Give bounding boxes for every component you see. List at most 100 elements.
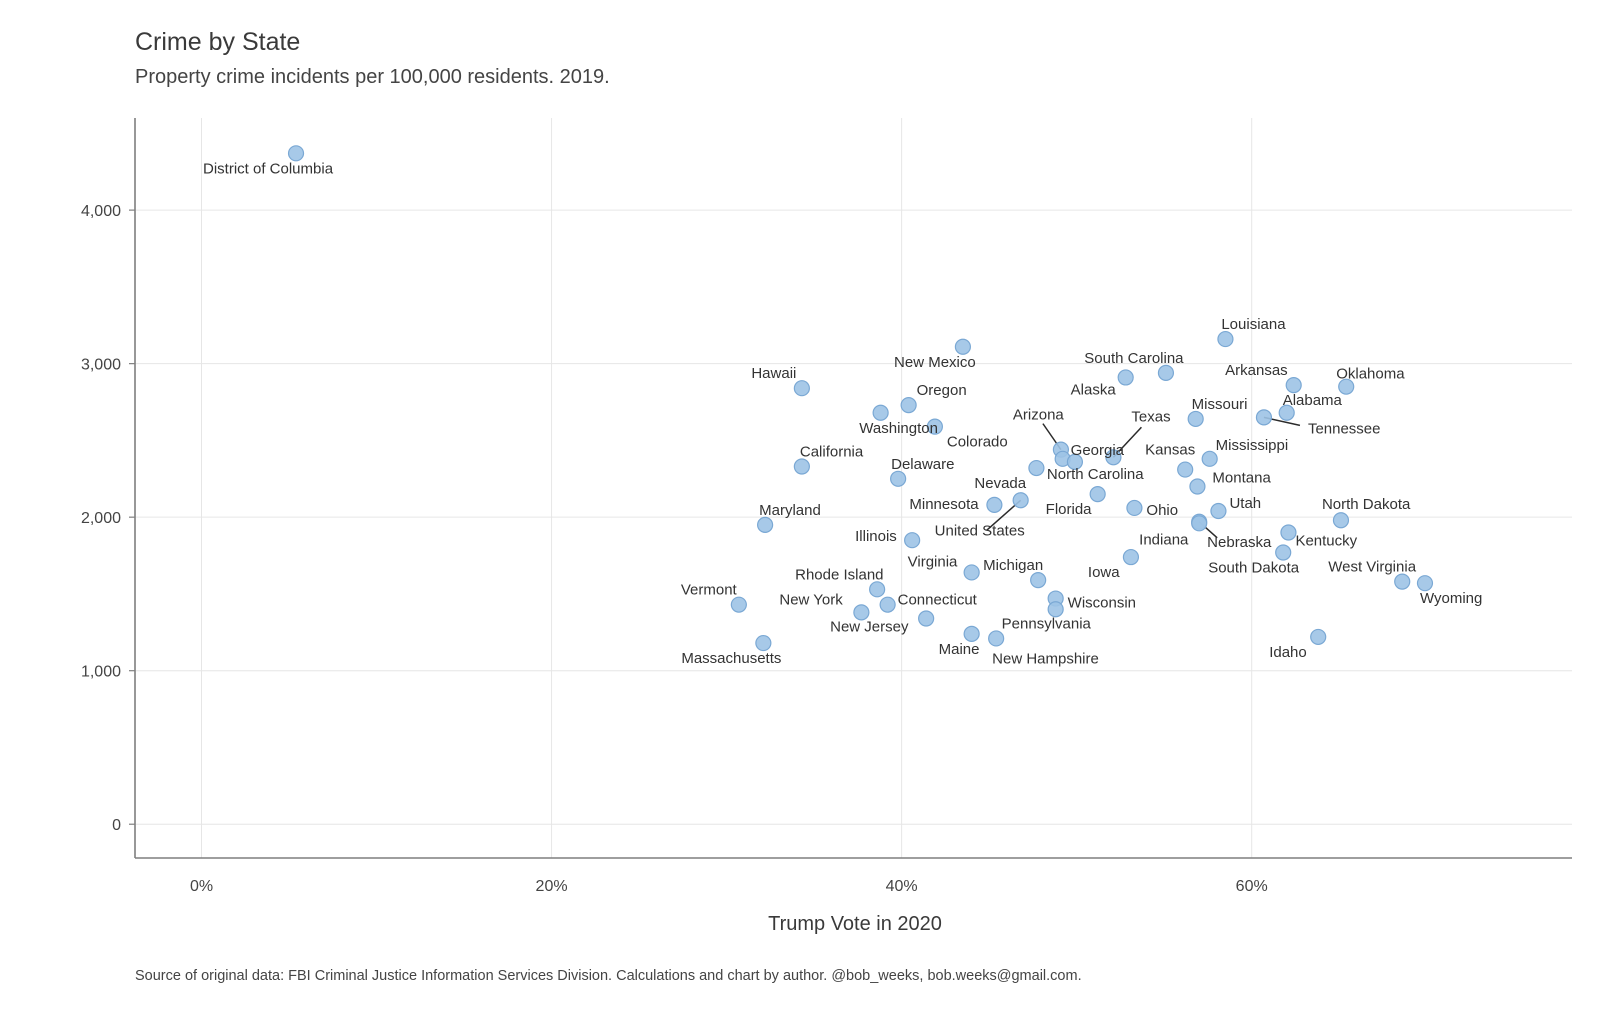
data-points xyxy=(287,145,1434,652)
point-label: North Dakota xyxy=(1322,496,1411,513)
data-point xyxy=(872,404,889,421)
point-label: Texas xyxy=(1131,408,1170,425)
point-label: District of Columbia xyxy=(203,160,334,177)
point-label: Louisiana xyxy=(1221,316,1286,333)
point-label: Missouri xyxy=(1192,396,1248,413)
data-point xyxy=(1217,330,1234,348)
point-label: California xyxy=(800,444,864,461)
data-point xyxy=(986,496,1003,513)
data-point xyxy=(1189,478,1206,495)
point-label: Wisconsin xyxy=(1068,595,1136,612)
data-point xyxy=(1275,544,1292,561)
point-label: Arizona xyxy=(1013,407,1065,424)
point-label: Montana xyxy=(1212,469,1271,486)
point-labels: District of Columbia Louisiana New Mexico S… xyxy=(203,160,1482,667)
point-label: Delaware xyxy=(891,456,954,473)
data-point xyxy=(1201,450,1218,467)
x-axis-title: Trump Vote in 2020 xyxy=(768,913,942,935)
point-label: Washington xyxy=(859,420,938,437)
grid-lines xyxy=(135,118,1572,858)
point-label: South Dakota xyxy=(1208,559,1300,576)
y-tick-label: 2,000 xyxy=(81,510,121,527)
data-point xyxy=(287,145,305,162)
data-point xyxy=(1066,453,1084,471)
point-label: Alaska xyxy=(1071,381,1117,398)
point-label: Wyoming xyxy=(1420,590,1482,607)
point-label: Connecticut xyxy=(898,592,978,609)
data-point xyxy=(900,396,917,414)
point-label: Hawaii xyxy=(751,365,796,382)
data-point xyxy=(988,630,1005,647)
chart-subtitle: Property crime incidents per 100,000 res… xyxy=(135,66,610,88)
point-label: Tennessee xyxy=(1308,420,1381,437)
point-label: Massachusetts xyxy=(681,650,781,667)
point-label: Maryland xyxy=(759,502,821,519)
axes xyxy=(134,118,1572,859)
data-point xyxy=(1285,377,1302,394)
point-label: North Carolina xyxy=(1047,466,1144,483)
data-point xyxy=(963,625,980,642)
data-point xyxy=(853,604,870,621)
data-point xyxy=(730,596,747,613)
data-point xyxy=(1210,502,1227,520)
point-label: Arkansas xyxy=(1225,362,1288,379)
data-point xyxy=(1105,449,1122,466)
point-label: Kentucky xyxy=(1295,533,1357,550)
data-point xyxy=(926,418,943,435)
point-label: West Virginia xyxy=(1328,559,1416,576)
data-point xyxy=(793,380,810,397)
data-point xyxy=(1157,364,1175,381)
point-label: Oregon xyxy=(917,382,967,399)
y-tick-label: 3,000 xyxy=(81,357,121,374)
point-label: Vermont xyxy=(681,582,738,599)
point-label: Alabama xyxy=(1283,392,1343,409)
point-label: Kansas xyxy=(1145,442,1195,459)
point-label: New York xyxy=(779,591,843,608)
point-label: Michigan xyxy=(983,557,1043,574)
point-label: Utah xyxy=(1229,495,1261,512)
point-label: Nebraska xyxy=(1207,534,1272,551)
point-label: Minnesota xyxy=(909,496,979,513)
y-tick-label: 4,000 xyxy=(81,203,121,220)
data-point xyxy=(904,532,921,549)
chart-title: Crime by State xyxy=(135,28,301,56)
data-point xyxy=(1126,499,1143,517)
point-label: New Jersey xyxy=(830,618,909,635)
point-label: Maine xyxy=(939,641,980,658)
data-point xyxy=(954,338,971,355)
data-point xyxy=(879,596,896,613)
data-point xyxy=(1177,461,1194,478)
point-label: New Hampshire xyxy=(992,650,1099,667)
point-label: Pennsylvania xyxy=(1002,615,1092,632)
data-point xyxy=(1338,378,1355,395)
data-point xyxy=(1416,575,1434,592)
point-label: Idaho xyxy=(1269,644,1307,661)
data-point xyxy=(890,470,907,487)
point-label: United States xyxy=(935,522,1025,539)
point-label: Illinois xyxy=(855,528,897,545)
data-point xyxy=(869,581,886,598)
point-label: Nevada xyxy=(974,475,1026,492)
point-label: Colorado xyxy=(947,434,1008,451)
y-tick-label: 0 xyxy=(112,817,121,834)
data-point xyxy=(1255,409,1273,426)
data-point xyxy=(1332,512,1350,529)
point-label: Rhode Island xyxy=(795,566,883,583)
data-point xyxy=(1310,628,1327,646)
data-point xyxy=(1394,573,1411,590)
point-label: Ohio xyxy=(1146,502,1178,519)
data-point xyxy=(757,516,774,533)
x-tick-label: 0% xyxy=(190,878,213,895)
point-label: Mississippi xyxy=(1216,437,1289,454)
point-label: Georgia xyxy=(1071,442,1125,459)
data-point xyxy=(918,610,935,627)
data-point xyxy=(1278,404,1295,421)
data-point xyxy=(1030,572,1047,589)
data-point xyxy=(963,564,980,581)
point-label: Indiana xyxy=(1139,531,1189,548)
data-point xyxy=(1122,548,1140,566)
source-caption: Source of original data: FBI Criminal Ju… xyxy=(135,968,1082,984)
data-point xyxy=(1191,515,1208,532)
x-tick-label: 20% xyxy=(536,878,568,895)
